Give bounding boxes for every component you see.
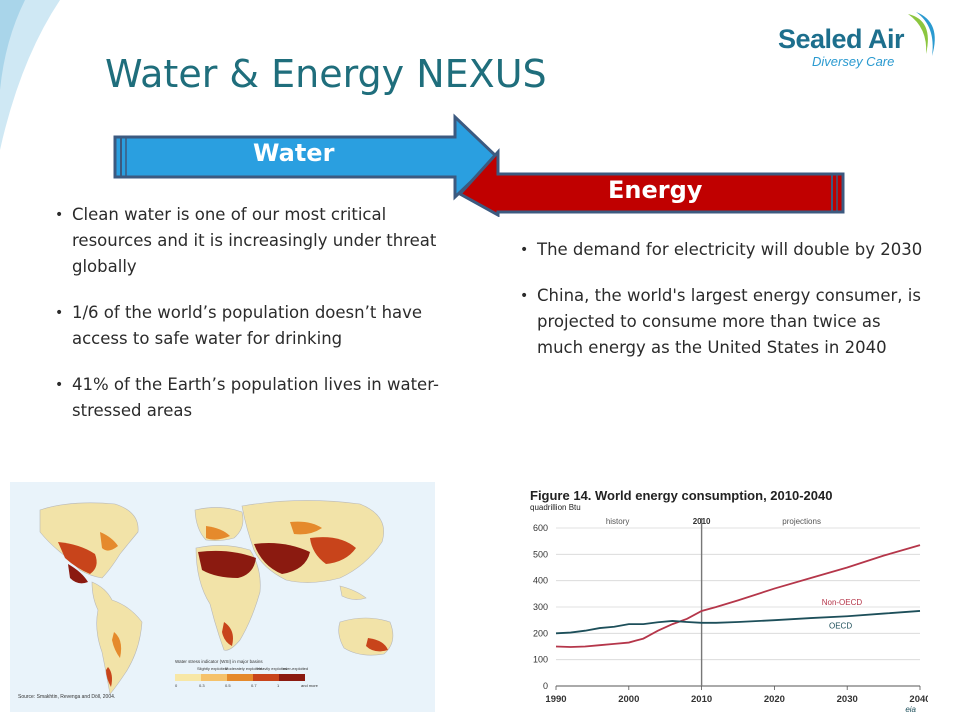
energy-arrow-label: Energy [608,176,703,204]
legend-tick-4: 0.7 [251,683,257,688]
chart-plot: 0 100 200 300 400 500 600 1990 2000 2010 2020 2030 2… [533,517,928,712]
energy-bullet-list: The demand for electricity will double b… [520,237,930,381]
projections-region-label: projections [782,517,821,526]
energy-bullet-2: China, the world's largest energy consum… [520,283,930,361]
water-stress-map: Water stress indicator (WSI) in major ba… [10,482,435,712]
legend-tick-5: 1 [277,683,280,688]
chart-title: Figure 14. World energy consumption, 201… [530,488,833,503]
legend-swatch-4 [253,674,279,681]
x-tick-label: 2010 [691,694,712,705]
legend-swatch-2 [201,674,227,681]
chart-source-mark: eia [905,705,916,712]
y-tick-label: 100 [533,655,548,665]
slide-title: Water & Energy NEXUS [105,52,547,96]
y-tick-label: 200 [533,628,548,638]
y-tick-label: 600 [533,523,548,533]
legend-swatch-3 [227,674,253,681]
legend-tick-1: 0 [175,683,178,688]
energy-bullet-1: The demand for electricity will double b… [520,237,930,263]
water-bullet-3: 41% of the Earth’s population lives in w… [55,372,445,424]
water-bullet-list: Clean water is one of our most critical … [55,202,445,444]
y-tick-label: 500 [533,549,548,559]
x-tick-label: 2030 [837,694,858,705]
energy-arrow-shape [457,148,845,217]
world-map-image [10,482,435,712]
y-tick-label: 400 [533,576,548,586]
map-legend-cat-1: Slightly exploited [197,666,227,671]
series-label-non-oecd: Non-OECD [822,598,863,607]
water-bullet-1: Clean water is one of our most critical … [55,202,445,280]
series-label-oecd: OECD [829,622,852,631]
y-tick-label: 300 [533,602,548,612]
logo-swoosh-icon [908,12,935,56]
map-legend: Water stress indicator (WSI) in major ba… [175,659,319,688]
x-tick-label: 2000 [618,694,639,705]
series-line-non-oecd [555,544,921,648]
map-legend-cat-2: Moderately exploited [225,666,262,671]
divider-year-label: 2010 [693,517,711,526]
sealed-air-logo: Sealed Air Diversey Care [778,10,950,70]
map-legend-title: Water stress indicator (WSI) in major ba… [175,659,263,664]
water-arrow-label: Water [253,139,335,167]
chart-unit-label: quadrillion Btu [530,503,581,512]
x-tick-label: 1990 [545,694,566,705]
energy-chart: Figure 14. World energy consumption, 201… [508,480,928,712]
map-legend-cat-3: Heavily exploited [257,666,287,671]
legend-tick-6: and more [301,683,319,688]
corner-swoosh-decoration [0,0,60,150]
x-tick-label: 2040 [909,694,928,705]
map-source: Source: Smakhtin, Revenga and Döll, 2004… [18,694,116,700]
nexus-arrows [113,113,845,217]
map-legend-cat-4: over-exploited [283,666,308,671]
x-tick-label: 2020 [764,694,785,705]
legend-tick-2: 0.3 [199,683,205,688]
water-bullet-2: 1/6 of the world’s population doesn’t ha… [55,300,445,352]
legend-swatch-1 [175,674,201,681]
logo-sub-text: Diversey Care [812,54,895,69]
legend-tick-3: 0.5 [225,683,231,688]
series-line-oecd [555,610,921,635]
history-region-label: history [606,517,630,526]
legend-swatch-5 [279,674,305,681]
logo-main-text: Sealed Air [778,24,905,54]
y-tick-label: 0 [543,681,548,691]
